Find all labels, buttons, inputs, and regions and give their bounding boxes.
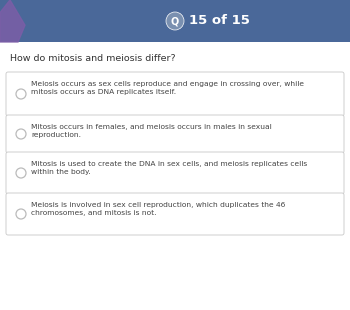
Circle shape xyxy=(166,12,184,30)
Text: How do mitosis and meiosis differ?: How do mitosis and meiosis differ? xyxy=(10,54,176,63)
Text: Meiosis occurs as sex cells reproduce and engage in crossing over, while
mitosis: Meiosis occurs as sex cells reproduce an… xyxy=(31,81,304,95)
Text: 15 of 15: 15 of 15 xyxy=(189,15,250,28)
Bar xyxy=(0,42,350,310)
Bar xyxy=(0,0,350,42)
FancyBboxPatch shape xyxy=(6,193,344,235)
Text: Meiosis is involved in sex cell reproduction, which duplicates the 46
chromosome: Meiosis is involved in sex cell reproduc… xyxy=(31,202,285,216)
Text: Mitosis is used to create the DNA in sex cells, and meiosis replicates cells
wit: Mitosis is used to create the DNA in sex… xyxy=(31,161,307,175)
FancyBboxPatch shape xyxy=(6,72,344,116)
FancyBboxPatch shape xyxy=(6,152,344,194)
Text: Q: Q xyxy=(171,16,179,26)
Polygon shape xyxy=(0,0,25,42)
FancyBboxPatch shape xyxy=(6,115,344,153)
Text: Mitosis occurs in females, and meiosis occurs in males in sexual
reproduction.: Mitosis occurs in females, and meiosis o… xyxy=(31,124,272,138)
